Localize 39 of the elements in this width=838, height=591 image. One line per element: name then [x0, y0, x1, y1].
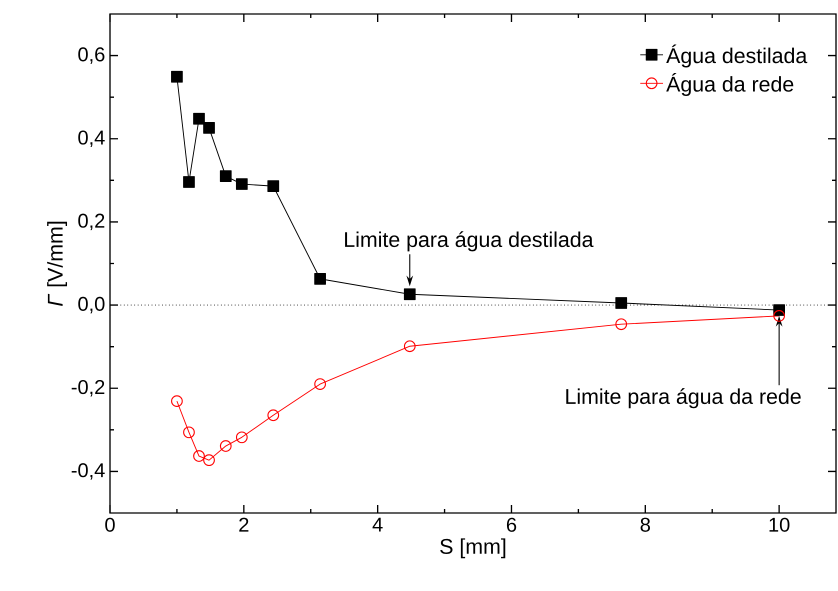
- x-axis-title: S [mm]: [440, 538, 506, 558]
- point: [615, 297, 628, 309]
- y-tick-label: 0,2: [78, 214, 104, 230]
- x-tick-label: 4: [372, 518, 383, 532]
- point: [314, 273, 326, 285]
- y-tick-label: -0,4: [72, 463, 105, 480]
- x-tick-label: 0: [105, 518, 115, 532]
- x-tick-label: 10: [770, 518, 790, 532]
- point: [404, 288, 416, 300]
- point: [171, 395, 183, 407]
- annotation: Limite para água destilada: [345, 231, 594, 252]
- point: [615, 318, 628, 330]
- y-tick-label: 0,4: [78, 130, 105, 147]
- y-tick-label: 0,0: [78, 296, 105, 314]
- legend-label: Água da rede: [666, 73, 794, 96]
- point: [193, 112, 205, 125]
- point: [203, 122, 215, 134]
- y-tick-label: 0,6: [78, 47, 104, 64]
- point: [267, 409, 280, 422]
- x-tick-label: 2: [239, 518, 248, 532]
- point: [171, 70, 183, 83]
- point: [404, 340, 416, 352]
- y-tick-label: -0,2: [72, 380, 104, 396]
- x-tick-label: 6: [506, 518, 516, 532]
- point: [220, 440, 232, 452]
- point: [267, 180, 280, 192]
- y-axis-title: Γ [V/mm]: [47, 222, 68, 306]
- point: [183, 426, 195, 438]
- point: [193, 450, 205, 462]
- annotation: Limite para água da rede: [566, 388, 801, 408]
- point: [314, 378, 326, 390]
- point: [183, 176, 195, 188]
- point: [220, 170, 232, 182]
- point: [203, 454, 215, 466]
- point: [773, 310, 785, 322]
- point: [236, 431, 248, 444]
- point: [236, 178, 248, 190]
- legend-label: Água destilada: [666, 44, 808, 68]
- x-tick-label: 8: [640, 518, 650, 532]
